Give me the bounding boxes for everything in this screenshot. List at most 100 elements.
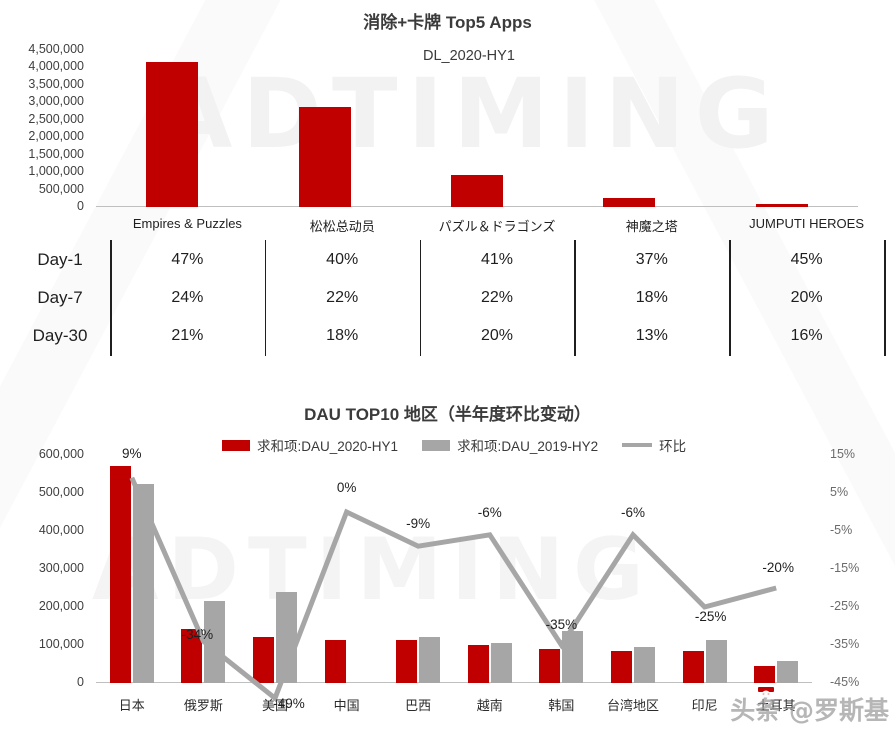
retention-row-label: Day-7 [37,288,83,307]
bottom-chart-bar [634,646,655,683]
bottom-chart-bar [204,600,226,683]
bottom-chart-y-tick-left: 300,000 [38,561,84,575]
bottom-chart-y-tick-left: 100,000 [38,637,84,651]
top-chart-y-tick: 0 [77,199,84,213]
bottom-chart-category-label: 美国 [261,698,288,713]
top-chart-y-tick: 4,500,000 [28,42,84,56]
retention-column-divider [884,240,886,356]
retention-cell: 45% [790,251,823,268]
bottom-chart-bar [419,637,441,683]
bottom-chart-bar [396,640,418,683]
retention-cell: 13% [635,327,668,344]
retention-column-divider [110,240,112,356]
retention-cell: 47% [171,251,204,268]
bottom-chart-bar [109,465,131,683]
bottom-chart-y-tick-left: 200,000 [38,599,84,613]
retention-cell: 41% [480,251,513,268]
bottom-chart-baseline [96,682,812,683]
top-chart-y-tick: 4,000,000 [28,59,84,74]
bottom-chart-category-label: 俄罗斯 [183,698,223,713]
bottom-chart-category-label: 巴西 [405,698,432,713]
top-chart-y-tick: 3,000,000 [28,94,84,109]
retention-row-label: Day-30 [32,326,88,345]
huanbi-point-label: -9% [406,516,431,532]
bottom-chart-bar [253,636,274,683]
huanbi-point-label: -49% [273,696,305,712]
retention-cell: 18% [326,327,359,344]
top-chart-y-tick: 2,000,000 [28,129,84,144]
bottom-chart-y-tick-left: 500,000 [38,485,84,499]
legend-swatch-huanbi [622,443,653,447]
retention-row-label: Day-1 [37,250,83,269]
bottom-chart-y-tick-left: 600,000 [38,447,84,461]
top5-downloads-chart: 消除+卡牌 Top5 Apps DL_2020-HY1 4,500,000 4,0… [0,0,895,218]
bottom-chart-bar [777,660,799,683]
retention-column-divider [574,240,576,356]
retention-column-header: 松松总动员 [309,219,375,234]
bottom-chart-category-label: 土耳其 [756,698,796,713]
retention-cell: 21% [171,327,204,344]
top-chart-bar [146,62,199,207]
top-chart-bar [451,174,503,207]
retention-cell: 22% [326,289,359,306]
bottom-chart-category-label: 台湾地区 [606,698,659,713]
bottom-chart-bar [705,640,727,683]
adtiming-watermark-bottom: ADTIMING [92,520,653,620]
bottom-chart-y-tick-right: -25% [830,599,860,613]
bottom-chart-category-label: 韩国 [548,698,575,713]
bottom-chart-y-tick-right: 15% [830,447,856,461]
top-chart-legend: DL_2020-HY1 [406,48,515,64]
bottom-chart-y-tick-right: -35% [830,637,860,651]
bottom-chart-y-tick-left: 400,000 [38,523,84,537]
legend-label-dau-2020: 求和项:DAU_2020-HY1 [257,439,399,454]
bottom-chart-y-tick-left: 0 [77,675,84,689]
legend-swatch-dau-2019 [422,439,451,451]
retention-column-divider [419,240,422,356]
huanbi-point-label: -25% [694,609,727,624]
bottom-chart-bar [467,645,489,683]
bottom-chart-bar [562,630,584,683]
retention-cell: 24% [171,289,204,306]
bottom-chart-bar [490,643,512,683]
huanbi-point-label: -20% [762,560,794,575]
top-chart-title: 消除+卡牌 Top5 Apps [363,13,532,32]
bottom-chart-category-label: 日本 [118,698,145,713]
legend-swatch-dau-2020 [222,439,250,451]
huanbi-point-label: -35% [545,617,578,632]
top-chart-plot-area [96,50,858,207]
bottom-chart-y-tick-right: -45% [830,675,860,689]
retention-cell: 22% [480,289,513,306]
retention-cell: 37% [635,251,668,268]
legend-label-huanbi: 环比 [659,439,687,454]
bottom-chart-category-label: 印尼 [691,698,718,713]
retention-column-header: 神魔之塔 [625,219,678,234]
santa-hat-decoration [758,687,774,700]
retention-column-header: Empires & Puzzles [132,216,242,231]
retention-cell: 16% [790,327,823,344]
huanbi-point-label: 0% [336,480,357,495]
huanbi-point-label: -34% [181,627,214,643]
bottom-chart-bar [539,648,561,683]
bottom-chart-y-tick-right: 5% [830,485,849,499]
bottom-chart-category-label: 中国 [333,698,360,713]
bottom-chart-y-tick-right: -15% [830,561,860,575]
dau-top10-chart: DAU TOP10 地区（半年度环比变动） 求和项:DAU_2020-HY1 求… [0,392,895,733]
retention-table: Empires & Puzzles 松松总动员 パズル＆ドラゴンズ 神魔之塔 JUMPU… [0,214,895,366]
retention-cell: 20% [790,289,823,306]
bottom-chart-bar [324,640,346,683]
top-chart-y-tick: 500,000 [38,181,84,196]
retention-cell: 18% [635,289,668,306]
top-chart-y-tick: 1,500,000 [28,146,84,161]
top-chart-bar [603,197,656,207]
legend-label-dau-2019: 求和项:DAU_2019-HY2 [457,439,599,454]
bottom-chart-title: DAU TOP10 地区（半年度环比变动） [304,405,591,424]
retention-cell: 40% [326,251,359,268]
retention-cell: 20% [480,327,513,344]
bottom-chart-y-tick-right: -5% [830,523,853,537]
retention-column-header: JUMPUTI HEROES [749,216,864,231]
bottom-chart-bar [611,650,632,683]
bottom-chart-category-label: 越南 [476,698,503,713]
top-chart-y-tick: 3,500,000 [28,76,84,91]
huanbi-point-label: -6% [477,504,502,520]
